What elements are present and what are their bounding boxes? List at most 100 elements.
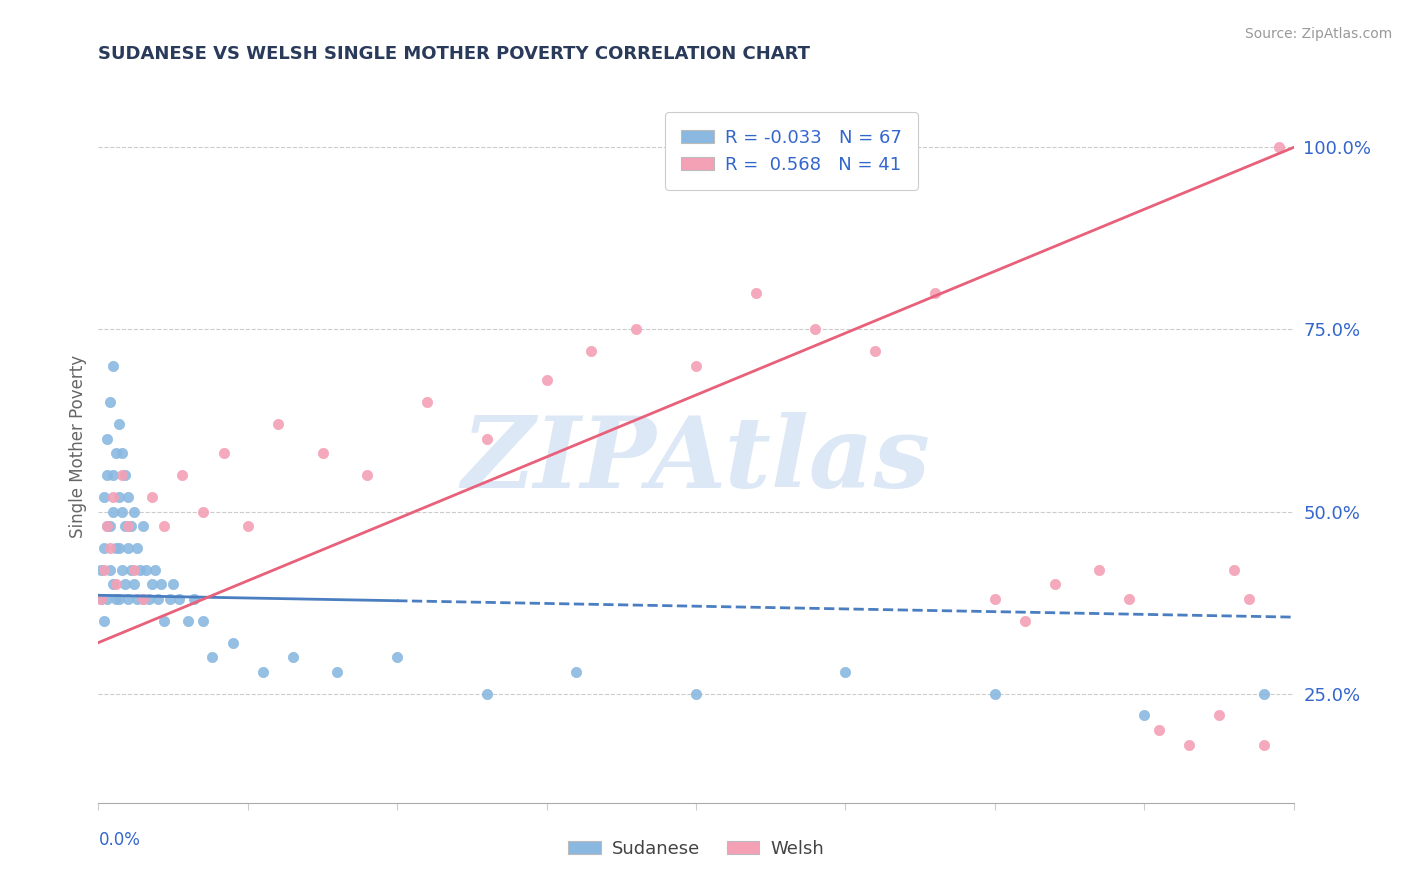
Point [212, 446, 235, 460]
Point [103, 577, 125, 591]
Point [565, 665, 588, 679]
Point [745, 286, 768, 301]
Point [159, 591, 181, 606]
Point [96, 468, 118, 483]
Point [804, 322, 827, 336]
Point [90, 591, 112, 606]
Point [191, 614, 214, 628]
Point [120, 519, 142, 533]
Text: SUDANESE VS WELSH SINGLE MOTHER POVERTY CORRELATION CHART: SUDANESE VS WELSH SINGLE MOTHER POVERTY … [98, 45, 810, 62]
Point [105, 541, 128, 555]
Point [153, 519, 176, 533]
Point [111, 446, 134, 460]
Point [267, 417, 290, 432]
Point [311, 446, 333, 460]
Point [90, 591, 112, 606]
Point [1253, 738, 1275, 752]
Point [103, 504, 125, 518]
Point [132, 519, 155, 533]
Point [1147, 723, 1170, 737]
Point [96, 519, 118, 533]
Point [100, 395, 122, 409]
Point [90, 563, 112, 577]
Point [865, 344, 887, 359]
Point [172, 468, 194, 483]
Point [103, 468, 125, 483]
Point [475, 432, 498, 446]
Point [105, 591, 128, 606]
Point [1223, 563, 1246, 577]
Point [117, 490, 139, 504]
Point [153, 614, 176, 628]
Point [141, 490, 163, 504]
Point [356, 468, 378, 483]
Legend: Sudanese, Welsh: Sudanese, Welsh [561, 833, 831, 865]
Point [114, 468, 136, 483]
Point [127, 541, 149, 555]
Point [1237, 591, 1260, 606]
Text: Source: ZipAtlas.com: Source: ZipAtlas.com [1244, 27, 1392, 41]
Point [141, 577, 163, 591]
Point [150, 577, 173, 591]
Point [114, 519, 136, 533]
Point [475, 687, 498, 701]
Point [1118, 591, 1140, 606]
Point [984, 591, 1007, 606]
Point [93, 490, 115, 504]
Point [924, 286, 946, 301]
Point [124, 577, 146, 591]
Y-axis label: Single Mother Poverty: Single Mother Poverty [69, 354, 87, 538]
Point [143, 563, 166, 577]
Point [108, 591, 131, 606]
Point [117, 541, 139, 555]
Point [132, 591, 155, 606]
Point [117, 591, 139, 606]
Point [685, 359, 707, 373]
Point [984, 687, 1007, 701]
Point [167, 591, 190, 606]
Point [326, 665, 349, 679]
Point [236, 519, 259, 533]
Point [100, 563, 122, 577]
Point [252, 665, 274, 679]
Text: ZIPAtlas: ZIPAtlas [461, 412, 931, 508]
Point [536, 374, 558, 388]
Point [1208, 708, 1230, 723]
Point [1267, 140, 1289, 154]
Point [111, 468, 134, 483]
Point [834, 665, 856, 679]
Point [1014, 614, 1036, 628]
Point [96, 519, 118, 533]
Point [117, 519, 139, 533]
Point [1088, 563, 1111, 577]
Text: 0.0%: 0.0% [98, 831, 141, 849]
Point [1133, 708, 1156, 723]
Point [120, 563, 142, 577]
Point [93, 614, 115, 628]
Point [124, 563, 146, 577]
Point [93, 563, 115, 577]
Point [626, 322, 648, 336]
Point [148, 591, 170, 606]
Point [127, 591, 149, 606]
Point [132, 591, 155, 606]
Point [96, 591, 118, 606]
Point [1043, 577, 1066, 591]
Point [222, 635, 245, 649]
Point [108, 490, 131, 504]
Point [162, 577, 184, 591]
Point [96, 432, 118, 446]
Point [1178, 738, 1201, 752]
Point [1253, 687, 1275, 701]
Point [111, 504, 134, 518]
Point [281, 650, 304, 665]
Point [103, 359, 125, 373]
Point [177, 614, 200, 628]
Point [191, 504, 214, 518]
Point [105, 446, 128, 460]
Point [103, 490, 125, 504]
Point [129, 563, 152, 577]
Point [581, 344, 603, 359]
Point [108, 541, 131, 555]
Point [135, 563, 157, 577]
